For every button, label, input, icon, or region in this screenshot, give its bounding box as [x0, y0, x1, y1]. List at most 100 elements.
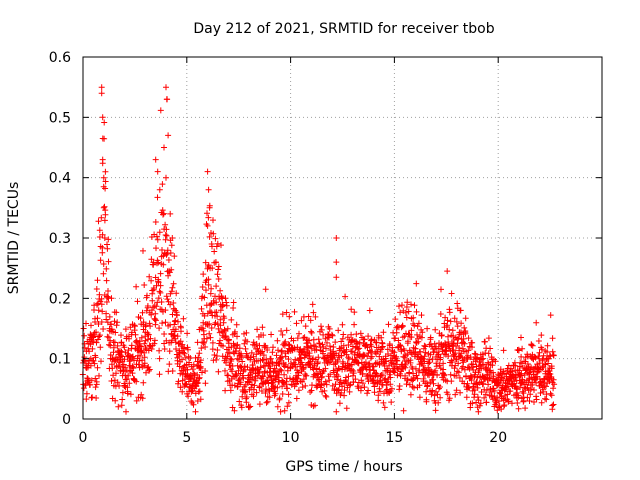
data-point	[531, 353, 538, 360]
data-point	[455, 369, 462, 376]
y-tick-label: 0.6	[49, 50, 71, 66]
data-point	[279, 383, 286, 390]
data-point	[529, 342, 536, 349]
data-point	[198, 345, 205, 352]
data-point	[361, 384, 368, 391]
data-point	[105, 334, 112, 341]
data-point	[433, 360, 440, 367]
data-point	[150, 286, 157, 293]
data-point	[144, 303, 151, 309]
data-point	[143, 346, 150, 353]
data-point	[378, 334, 385, 341]
data-point	[402, 361, 409, 368]
data-point	[292, 356, 299, 363]
data-point	[138, 391, 145, 398]
data-point	[170, 300, 177, 306]
data-point	[465, 347, 472, 354]
y-tick-label: 0	[62, 412, 71, 428]
data-point	[206, 204, 213, 211]
data-point	[456, 374, 463, 381]
data-point	[98, 295, 105, 302]
data-point	[438, 332, 445, 339]
data-point	[533, 396, 540, 403]
data-point	[367, 372, 374, 379]
data-point	[139, 309, 146, 316]
data-point	[104, 245, 111, 252]
data-point	[435, 351, 442, 358]
data-point	[482, 391, 489, 398]
data-point	[300, 335, 307, 341]
data-point	[416, 382, 423, 389]
data-point	[423, 388, 430, 395]
data-point	[305, 313, 312, 320]
data-point	[206, 308, 213, 315]
data-point	[81, 332, 88, 339]
data-point	[401, 333, 408, 340]
data-point	[204, 210, 210, 217]
data-point	[270, 344, 276, 351]
data-point	[113, 370, 119, 377]
data-point	[312, 343, 319, 350]
data-point	[83, 320, 89, 327]
data-point	[405, 338, 411, 345]
data-point	[538, 346, 545, 353]
data-point	[148, 277, 155, 284]
data-point	[483, 399, 490, 406]
data-point	[351, 321, 358, 328]
data-point	[356, 345, 363, 352]
data-point	[401, 347, 408, 354]
data-point	[461, 340, 468, 347]
data-point	[98, 214, 105, 221]
data-point	[345, 342, 352, 348]
data-point	[349, 348, 355, 355]
data-point	[157, 289, 164, 296]
data-point	[202, 380, 209, 387]
data-point	[464, 380, 471, 387]
data-point	[308, 329, 315, 336]
data-point	[346, 382, 353, 389]
data-point	[256, 368, 263, 375]
data-point	[485, 381, 492, 388]
data-point	[340, 331, 347, 338]
data-point	[146, 273, 153, 280]
data-point	[139, 395, 146, 402]
data-point	[102, 211, 109, 218]
data-point	[393, 329, 400, 336]
data-point	[251, 382, 258, 389]
data-point	[355, 360, 362, 367]
data-point	[412, 345, 419, 352]
data-point	[164, 96, 171, 103]
data-point	[310, 355, 316, 362]
data-point	[277, 408, 284, 415]
data-point	[87, 362, 94, 369]
data-point	[421, 342, 428, 349]
data-point	[308, 328, 314, 335]
data-point	[343, 405, 350, 412]
data-point	[119, 389, 126, 396]
data-point	[204, 168, 211, 175]
data-point	[115, 403, 122, 410]
data-point	[295, 372, 302, 379]
data-point	[497, 390, 504, 397]
data-point	[113, 309, 120, 316]
data-point	[95, 218, 102, 225]
data-point	[278, 347, 285, 354]
data-point	[404, 299, 411, 306]
data-point	[201, 312, 208, 319]
data-point	[102, 178, 109, 185]
data-point	[312, 402, 318, 409]
data-point	[333, 408, 340, 415]
data-point	[381, 404, 388, 411]
data-point	[235, 356, 242, 363]
data-point	[327, 371, 334, 378]
data-point	[453, 387, 460, 394]
data-point	[421, 366, 427, 373]
data-point	[215, 276, 222, 282]
data-point	[365, 372, 372, 378]
data-point	[173, 346, 179, 352]
data-point	[507, 388, 514, 395]
data-point	[264, 347, 271, 353]
data-point	[505, 398, 512, 405]
data-point	[262, 286, 269, 293]
data-point	[492, 358, 499, 365]
